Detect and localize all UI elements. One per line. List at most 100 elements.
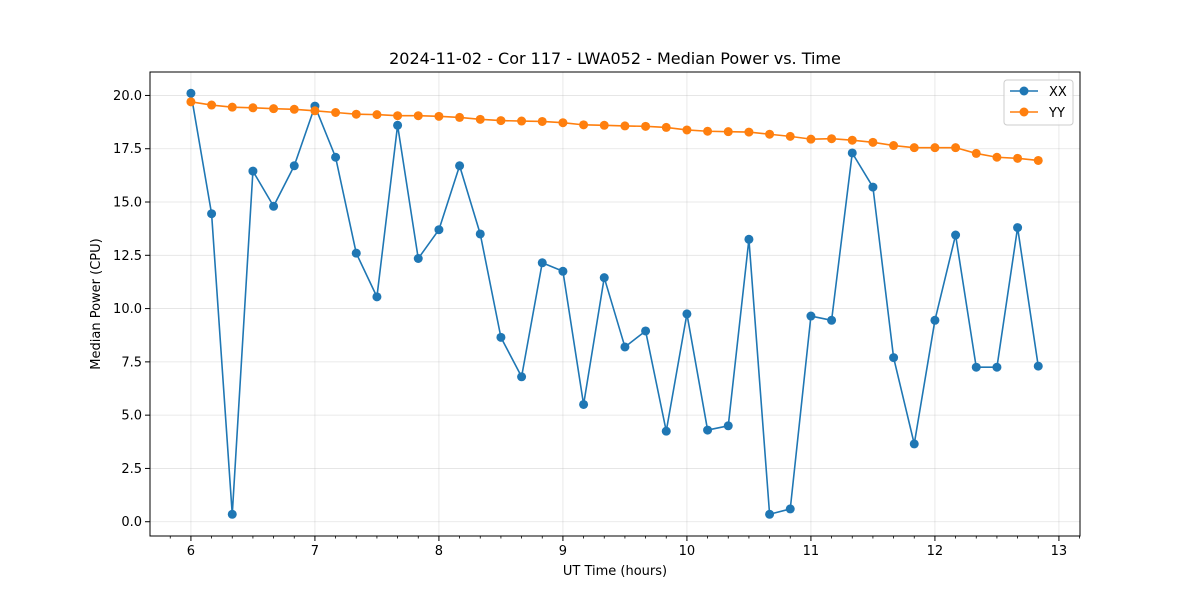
series-yy-point <box>971 148 981 158</box>
series-xx-point <box>951 230 961 240</box>
series-xx-point <box>889 353 899 363</box>
series-xx-point <box>703 425 713 435</box>
series-xx-point <box>744 234 754 244</box>
series-xx-point <box>641 326 651 336</box>
series-yy-point <box>227 102 237 112</box>
y-tick-label: 20.0 <box>113 89 142 104</box>
series-yy-point <box>641 121 651 131</box>
y-tick-label: 15.0 <box>113 196 142 211</box>
x-tick-label: 12 <box>927 544 944 559</box>
y-tick-label: 17.5 <box>113 142 142 157</box>
series-yy-point <box>930 143 940 153</box>
y-tick-label: 2.5 <box>121 462 142 477</box>
series-yy-point <box>331 108 341 117</box>
series-xx-point <box>207 209 217 219</box>
series-yy-point <box>434 111 444 121</box>
legend-yy-marker <box>1019 107 1029 117</box>
series-yy-point <box>765 129 775 139</box>
series-yy-point <box>496 116 506 126</box>
series-xx-point <box>413 254 423 263</box>
axis-ticks: 6 7 8 9 10 11 12 13 0.0 2.5 5.0 7.5 10.0 12.5 15.0 17.5… <box>113 89 1080 559</box>
series-yy-point <box>620 121 630 131</box>
series-xx-point <box>785 504 795 514</box>
series-xx-point <box>765 509 775 519</box>
series-xx-point <box>661 426 671 436</box>
series-xx-point <box>455 161 465 171</box>
legend-yy-label: YY <box>1048 106 1065 121</box>
grid <box>150 72 1080 536</box>
series-yy-point <box>207 100 217 110</box>
y-axis-label: Median Power (CPU) <box>89 238 104 369</box>
series-yy-point <box>289 104 299 114</box>
series-layer <box>186 88 1043 519</box>
series-xx-point <box>1013 223 1023 233</box>
series-xx-point <box>372 292 382 302</box>
series-yy-point <box>682 125 692 135</box>
y-tick-label: 12.5 <box>113 249 142 264</box>
series-xx-point <box>930 315 940 325</box>
series-xx-point <box>1033 361 1043 371</box>
series-yy-point <box>806 134 816 144</box>
series-yy-point <box>661 122 671 132</box>
series-yy-point <box>1013 153 1023 163</box>
series-yy-point <box>992 152 1002 162</box>
series-xx-point <box>248 166 258 176</box>
series-xx-point <box>186 88 196 98</box>
series-xx-point <box>517 372 527 382</box>
series-xx-point <box>682 309 692 319</box>
series-yy-point <box>744 127 754 137</box>
series-yy-point <box>599 120 609 130</box>
y-tick-label: 0.0 <box>121 515 142 530</box>
series-yy-point <box>909 143 919 153</box>
series-xx-point <box>868 182 878 192</box>
series-xx-point <box>599 273 609 283</box>
series-yy-point <box>703 126 713 136</box>
x-tick-label: 13 <box>1051 544 1068 559</box>
series-yy-point <box>951 143 961 153</box>
x-tick-label: 6 <box>187 544 195 559</box>
y-tick-label: 5.0 <box>121 409 142 424</box>
series-yy-point <box>372 110 382 120</box>
series-xx-point <box>496 332 506 342</box>
x-tick-label: 7 <box>311 544 319 559</box>
series-yy-point <box>785 131 795 141</box>
legend-xx-label: XX <box>1049 85 1067 100</box>
series-xx-point <box>723 421 733 431</box>
series-xx-point <box>227 509 237 519</box>
series-xx-point <box>434 225 444 235</box>
series-xx-point <box>806 311 816 321</box>
series-xx-point <box>475 229 485 239</box>
legend-xx-marker <box>1019 86 1029 96</box>
series-yy-point <box>558 118 568 128</box>
series-xx-point <box>331 152 341 162</box>
series-xx-point <box>269 201 279 211</box>
series-xx-point <box>909 439 919 449</box>
series-xx-point <box>971 362 981 372</box>
x-tick-label: 11 <box>803 544 820 559</box>
series-xx-point <box>579 399 589 409</box>
series-xx-point <box>847 148 857 158</box>
series-xx-point <box>351 248 361 258</box>
series-yy-point <box>248 103 258 113</box>
series-yy-point <box>827 134 837 144</box>
y-tick-label: 10.0 <box>113 302 142 317</box>
series-yy-point <box>723 127 733 137</box>
series-yy-point <box>310 106 320 116</box>
series-xx-point <box>558 266 568 276</box>
series-yy-point <box>413 111 423 121</box>
series-yy-point <box>475 114 485 124</box>
series-xx-point <box>992 362 1002 372</box>
legend: XX YY <box>1003 79 1074 126</box>
series-xx-point <box>393 120 403 130</box>
chart-title: 2024-11-02 - Cor 117 - LWA052 - Median P… <box>389 49 841 68</box>
series-yy-point <box>351 109 361 119</box>
y-tick-label: 7.5 <box>121 355 142 370</box>
series-yy-point <box>847 135 857 145</box>
series-yy-point <box>868 137 878 147</box>
x-tick-label: 9 <box>559 544 567 559</box>
x-tick-label: 8 <box>435 544 443 559</box>
series-yy-point <box>186 97 196 107</box>
series-xx-point <box>827 315 837 325</box>
